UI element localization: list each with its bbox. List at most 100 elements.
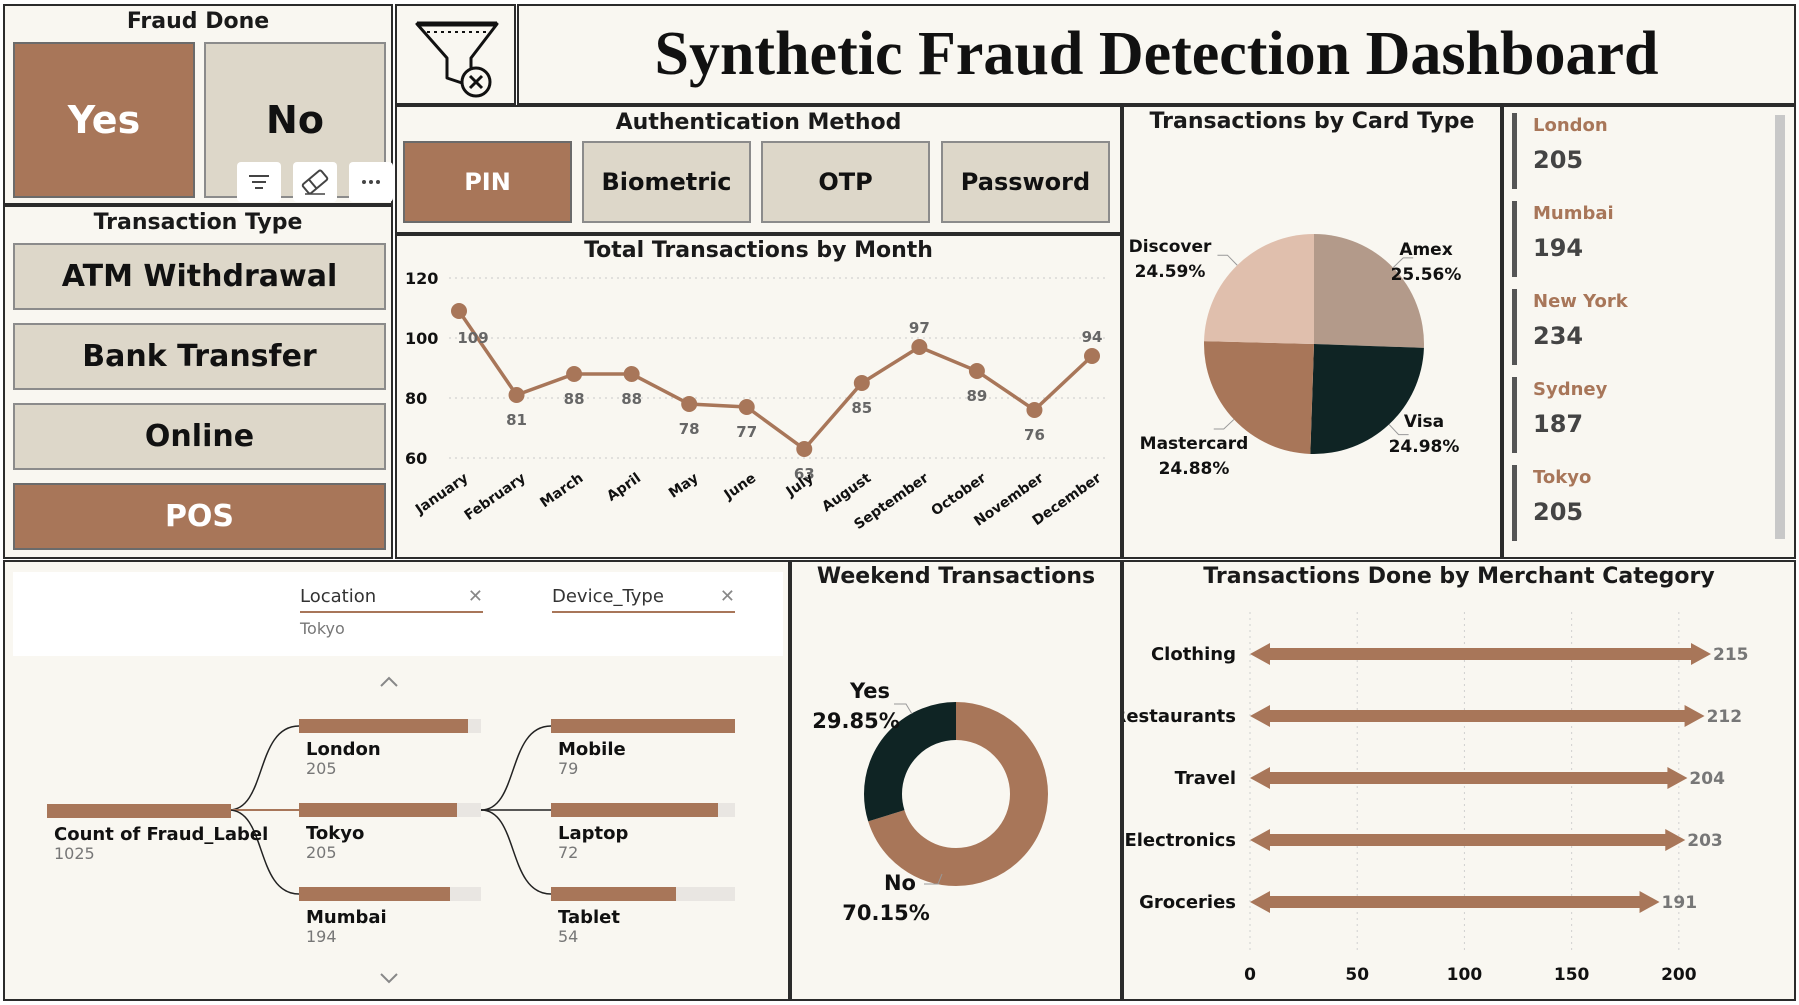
decomposition-tree-panel: Location ✕ Tokyo Device_Type ✕ Count of Fr…	[3, 560, 790, 1001]
line-point	[1084, 348, 1100, 364]
data-label: 89	[966, 387, 987, 405]
merchant-bar	[1250, 891, 1660, 913]
city-card-label: Mumbai	[1533, 203, 1614, 224]
tree-node-value: 79	[558, 759, 579, 778]
tree-node-bar-fill	[299, 887, 451, 901]
line-point	[566, 366, 583, 382]
chevron-down-icon	[380, 973, 398, 984]
pie-leader-line	[1213, 419, 1235, 430]
city-card: New York 234	[1512, 289, 1752, 365]
city-card-label: Sydney	[1533, 379, 1608, 400]
type-bank-transfer-button[interactable]: Bank Transfer	[13, 323, 386, 390]
data-label: 94	[1082, 328, 1103, 346]
line-point	[968, 363, 985, 379]
tree-node-bar-fill	[299, 803, 458, 817]
category-label: Groceries	[1139, 892, 1236, 913]
merchant-bar	[1250, 643, 1711, 665]
close-icon[interactable]: ✕	[719, 586, 735, 607]
tree-node-value: 54	[558, 927, 579, 946]
tree-node-value: 205	[306, 759, 337, 778]
pie-leader-line	[1217, 254, 1238, 266]
eraser-icon[interactable]	[293, 162, 337, 202]
weekend-donut-panel: Weekend Transactions No 70.15% Yes 29.85%	[790, 560, 1122, 1001]
x-tick-label: 50	[1345, 965, 1369, 985]
auth-biometric-button[interactable]: Biometric	[582, 141, 751, 223]
x-tick-label: 0	[1244, 965, 1256, 985]
tree-root-value: 1025	[54, 844, 95, 863]
pie-percent-label: 24.98%	[1389, 437, 1460, 457]
auth-password-button[interactable]: Password	[941, 141, 1110, 223]
tree-node-label: Laptop	[558, 823, 629, 844]
data-label: 78	[679, 420, 700, 438]
bar-value-label: 215	[1713, 645, 1749, 665]
x-tick-label: 150	[1554, 965, 1590, 985]
city-card-label: New York	[1533, 291, 1628, 312]
donut-leader-line	[894, 703, 913, 715]
card-type-pie-panel: Transactions by Card Type Amex 25.56% Visa…	[1122, 105, 1502, 559]
data-label: 63	[794, 465, 815, 483]
type-online-button[interactable]: Online	[13, 403, 386, 470]
tree-node-bar[interactable]	[299, 803, 481, 817]
pie-label: Visa	[1404, 412, 1444, 432]
close-icon[interactable]: ✕	[467, 586, 483, 607]
city-card-value: 205	[1533, 146, 1584, 174]
fraud-done-slicer: Fraud Done Yes No	[3, 4, 393, 205]
tree-node-value: 72	[558, 843, 579, 862]
auth-otp-button[interactable]: OTP	[761, 141, 930, 223]
more-options-icon[interactable]	[349, 162, 393, 202]
tree-root-bar[interactable]	[47, 804, 231, 818]
tree-node-bar[interactable]	[551, 803, 735, 817]
auth-pin-button[interactable]: PIN	[403, 141, 572, 223]
line-chart-title: Total Transactions by Month	[584, 238, 933, 263]
data-label: 109	[457, 329, 488, 347]
data-label: 81	[506, 411, 527, 429]
weekend-donut-chart: No 70.15% Yes 29.85%	[812, 679, 1048, 925]
donut-slice-yes	[864, 702, 1048, 886]
line-series	[457, 310, 1094, 452]
type-atm-button[interactable]: ATM Withdrawal	[13, 243, 386, 310]
pie-chart-title: Transactions by Card Type	[1149, 109, 1475, 134]
pie-label: Amex	[1399, 240, 1452, 260]
tree-node-bar[interactable]	[299, 719, 481, 733]
fraud-yes-button[interactable]: Yes	[13, 42, 195, 198]
type-pos-button[interactable]: POS	[13, 483, 386, 550]
filter-location[interactable]: Location ✕ Tokyo	[300, 586, 483, 638]
transaction-type-slicer: Transaction Type ATM Withdrawal Bank Tra…	[3, 205, 393, 559]
filter-icon[interactable]	[237, 162, 281, 202]
category-label: Electronics	[1124, 830, 1236, 851]
tree-node-bar[interactable]	[551, 887, 735, 901]
category-label: Restaurants	[1124, 706, 1236, 727]
donut-percent-label: 70.15%	[842, 901, 929, 925]
merchant-bar-panel: Transactions Done by Merchant Category 0…	[1122, 560, 1796, 1001]
pie-label: Discover	[1129, 237, 1212, 257]
pie-leader-line	[1388, 424, 1409, 436]
filter-device-type[interactable]: Device_Type ✕	[552, 586, 735, 613]
monthly-line-chart-panel: Total Transactions by Month 60 80 100 120 10…	[395, 234, 1122, 559]
y-tick-label: 120	[405, 269, 438, 288]
data-label: 77	[736, 423, 757, 441]
title-panel: Synthetic Fraud Detection Dashboard	[517, 4, 1796, 105]
tree-node-bar[interactable]	[299, 887, 481, 901]
line-point	[738, 399, 755, 415]
city-card-label: Tokyo	[1533, 467, 1592, 488]
line-point	[911, 339, 928, 355]
pie-slice-mastercard	[1204, 341, 1314, 454]
line-point	[508, 387, 525, 403]
bar-chart-title: Transactions Done by Merchant Category	[1203, 564, 1715, 589]
pie-percent-label: 24.88%	[1159, 459, 1230, 479]
chevron-up-icon	[380, 676, 398, 687]
dashboard-title: Synthetic Fraud Detection Dashboard	[654, 20, 1659, 88]
scrollbar[interactable]	[1775, 115, 1785, 539]
data-label: 85	[851, 399, 872, 417]
x-tick-label: 100	[1447, 965, 1483, 985]
x-tick-label: 200	[1661, 965, 1697, 985]
city-card: London 205	[1512, 113, 1752, 189]
tree-node-bar[interactable]	[551, 719, 735, 733]
tree-node-bar-fill	[551, 719, 735, 733]
card-type-pie-chart: Amex 25.56% Visa 24.98% Mastercard 24.88% Disc…	[1129, 234, 1461, 479]
donut-label: Yes	[849, 679, 890, 703]
pie-slice-visa	[1310, 344, 1424, 454]
x-tick-label: June	[721, 470, 759, 504]
line-point	[623, 366, 640, 382]
